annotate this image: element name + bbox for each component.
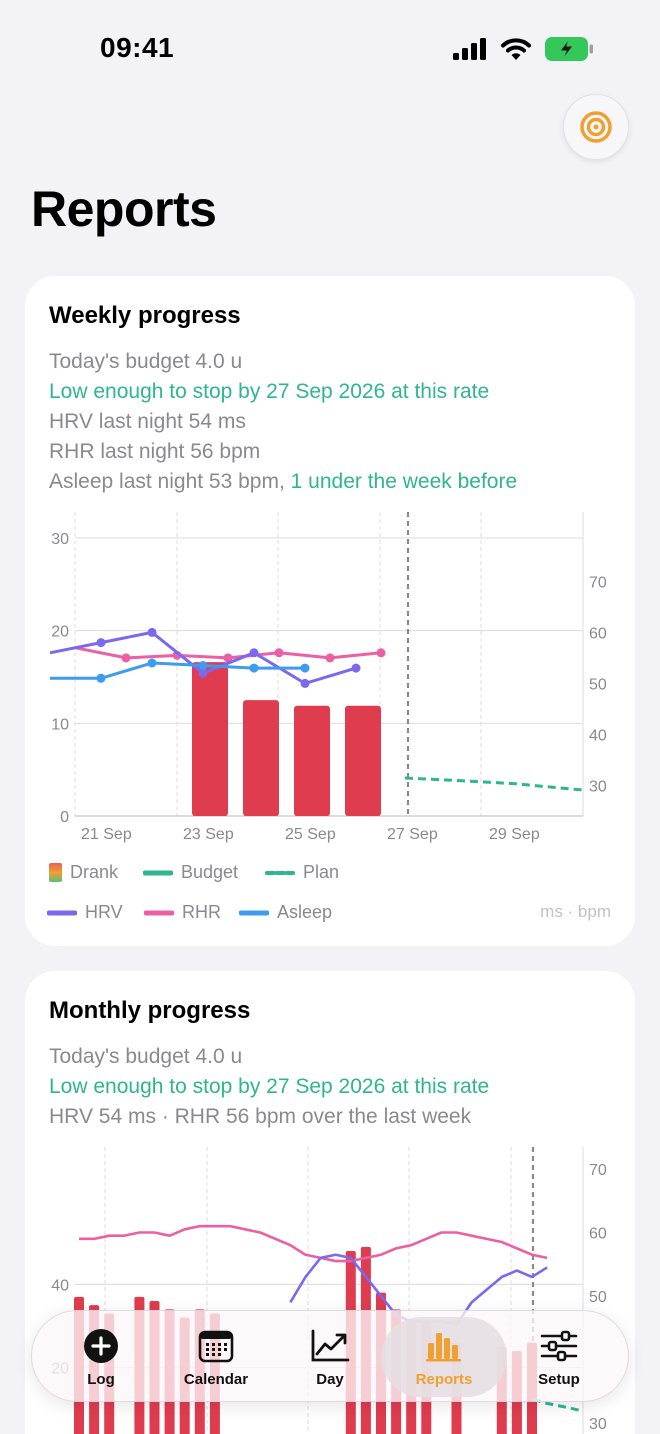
tab-calendar-label: Calendar <box>183 1371 249 1388</box>
sliders-icon <box>540 1330 578 1362</box>
weekly-asleep-line <box>50 661 305 680</box>
weekly-drank-bar <box>294 705 330 816</box>
weekly-x-tick: 29 Sep <box>489 826 540 843</box>
weekly-asleep-point <box>147 658 157 668</box>
tab-calendar[interactable]: Calendar <box>161 1311 271 1403</box>
weekly-asleep-point <box>249 663 259 673</box>
weekly-x-tick: 21 Sep <box>81 826 132 843</box>
monthly-y-right-tick: 70 <box>589 1162 607 1179</box>
monthly-stop-projection: Low enough to stop by 27 Sep 2026 at thi… <box>49 1075 490 1098</box>
monthly-budget-text: Today's budget 4.0 u <box>49 1045 243 1068</box>
weekly-drank-bar <box>345 705 381 816</box>
weekly-chart: 0 10 20 30 30 40 50 60 70 21 Sep 23 Sep 25 Sep 27 Se… <box>49 512 607 843</box>
tab-log[interactable]: Log <box>46 1311 156 1403</box>
chart-units: ms · bpm <box>540 902 611 921</box>
monthly-rhr-line <box>79 1224 548 1263</box>
trend-chart-icon <box>311 1329 350 1362</box>
legend-plan: Plan <box>265 862 339 883</box>
weekly-card-title: Weekly progress <box>49 302 241 329</box>
tab-reports-label: Reports <box>415 1371 473 1388</box>
legend-rhr: RHR <box>144 902 221 923</box>
weekly-x-tick: 27 Sep <box>387 826 438 843</box>
plan-dashed-line-icon <box>265 870 295 875</box>
weekly-hrv-point <box>351 663 361 673</box>
weekly-hrv-point <box>96 638 106 648</box>
weekly-asleep-point <box>96 673 106 683</box>
weekly-x-tick: 23 Sep <box>183 826 234 843</box>
weekly-rhr-point <box>274 648 284 658</box>
tab-bar: Log Calendar Day <box>31 1310 629 1402</box>
weekly-progress-card[interactable]: Weekly progress Today's budget 4.0 u Low… <box>25 276 635 946</box>
status-bar: 09:41 <box>0 0 660 96</box>
weekly-hrv-point <box>147 627 157 637</box>
status-icons <box>452 34 594 64</box>
monthly-y-left-tick: 40 <box>51 1277 69 1294</box>
wifi-icon <box>501 38 531 60</box>
rhr-line-icon <box>144 910 174 915</box>
weekly-asleep-point <box>198 661 208 671</box>
target-icon <box>580 111 612 143</box>
tab-setup-label: Setup <box>538 1371 580 1388</box>
asleep-delta: 1 under the week before <box>284 470 518 493</box>
goal-button[interactable] <box>563 94 629 160</box>
page-title: Reports <box>31 181 217 237</box>
calendar-icon <box>198 1330 234 1363</box>
weekly-y-right-tick: 60 <box>589 625 607 642</box>
asleep-value: Asleep last night 53 bpm, <box>49 470 285 493</box>
weekly-y-left-tick: 10 <box>51 716 69 733</box>
weekly-rhr-point <box>376 648 386 658</box>
legend-hrv: HRV <box>47 902 123 923</box>
bar-chart-icon <box>426 1333 461 1362</box>
weekly-y-left-tick: 30 <box>51 531 69 548</box>
monthly-summary-text: HRV 54 ms · RHR 56 bpm over the last wee… <box>49 1105 472 1128</box>
weekly-hrv-point <box>249 648 259 658</box>
weekly-stop-projection: Low enough to stop by 27 Sep 2026 at thi… <box>49 380 490 403</box>
monthly-card-title: Monthly progress <box>49 997 251 1024</box>
drank-swatch-icon <box>49 863 62 882</box>
add-circle-icon <box>84 1329 118 1363</box>
legend-asleep: Asleep <box>239 902 332 923</box>
weekly-asleep-point <box>300 663 310 673</box>
weekly-plan-line <box>404 776 584 792</box>
weekly-y-right-tick: 40 <box>589 727 607 744</box>
tab-day[interactable]: Day <box>275 1311 385 1403</box>
weekly-x-tick: 25 Sep <box>285 826 336 843</box>
weekly-y-left-tick: 0 <box>60 809 69 826</box>
weekly-drank-bar <box>243 700 279 816</box>
monthly-y-right-tick: 50 <box>589 1289 607 1306</box>
weekly-hrv-point <box>300 678 310 688</box>
weekly-hrv-text: HRV last night 54 ms <box>49 410 246 433</box>
weekly-rhr-point <box>325 653 335 663</box>
tab-day-label: Day <box>316 1371 344 1388</box>
monthly-y-right-tick: 30 <box>589 1416 607 1433</box>
budget-line-icon <box>143 870 173 875</box>
weekly-y-right-tick: 70 <box>589 574 607 591</box>
weekly-rhr-point <box>223 653 233 663</box>
weekly-hrv-point <box>198 668 208 678</box>
battery-charging-icon <box>545 37 593 61</box>
legend-drank: Drank <box>49 862 118 883</box>
weekly-drank-bar <box>192 662 228 816</box>
cellular-signal-icon <box>453 38 486 60</box>
weekly-rhr-point <box>121 653 131 663</box>
tab-log-label: Log <box>87 1371 115 1388</box>
weekly-y-left-tick: 20 <box>51 624 69 641</box>
weekly-rhr-text: RHR last night 56 bpm <box>49 440 261 463</box>
tab-reports[interactable]: Reports <box>389 1311 499 1403</box>
asleep-line-icon <box>239 910 269 915</box>
hrv-line-icon <box>47 910 77 915</box>
weekly-budget-text: Today's budget 4.0 u <box>49 350 243 373</box>
weekly-asleep-text: Asleep last night 53 bpm, 1 under the we… <box>49 470 517 494</box>
monthly-y-right-tick: 60 <box>589 1226 607 1243</box>
weekly-y-right-tick: 50 <box>589 676 607 693</box>
status-time: 09:41 <box>100 32 175 63</box>
tab-setup[interactable]: Setup <box>504 1311 614 1403</box>
weekly-y-right-tick: 30 <box>589 778 607 795</box>
legend-budget: Budget <box>143 862 238 883</box>
